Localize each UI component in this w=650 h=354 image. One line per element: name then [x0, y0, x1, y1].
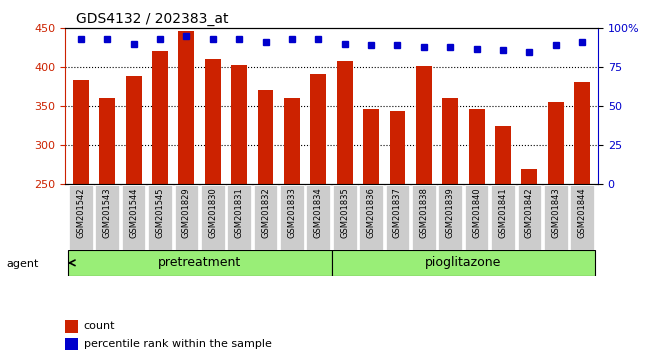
Bar — [574, 82, 590, 184]
Bar — [205, 59, 221, 184]
Bar — [125, 76, 142, 184]
Text: GSM201542: GSM201542 — [76, 187, 85, 238]
Bar — [548, 102, 564, 184]
Bar — [179, 31, 194, 184]
Text: GSM201545: GSM201545 — [155, 187, 164, 238]
Bar — [389, 111, 406, 184]
FancyBboxPatch shape — [491, 185, 515, 250]
FancyBboxPatch shape — [570, 185, 594, 250]
FancyBboxPatch shape — [333, 185, 357, 250]
Text: GSM201835: GSM201835 — [340, 187, 349, 238]
FancyBboxPatch shape — [227, 185, 251, 250]
FancyBboxPatch shape — [68, 250, 332, 276]
Text: GSM201842: GSM201842 — [525, 187, 534, 238]
Bar — [152, 51, 168, 184]
Text: GSM201836: GSM201836 — [367, 187, 376, 238]
Text: GSM201840: GSM201840 — [472, 187, 481, 238]
FancyBboxPatch shape — [385, 185, 410, 250]
Text: GSM201844: GSM201844 — [578, 187, 587, 238]
FancyBboxPatch shape — [332, 250, 595, 276]
Text: GSM201829: GSM201829 — [182, 187, 191, 238]
Text: GSM201837: GSM201837 — [393, 187, 402, 238]
Text: GSM201841: GSM201841 — [499, 187, 508, 238]
FancyBboxPatch shape — [412, 185, 436, 250]
Text: GSM201839: GSM201839 — [446, 187, 455, 238]
Bar — [65, 338, 79, 350]
Bar — [442, 98, 458, 184]
Bar — [521, 169, 538, 184]
Bar — [284, 98, 300, 184]
FancyBboxPatch shape — [174, 185, 198, 250]
Text: GDS4132 / 202383_at: GDS4132 / 202383_at — [75, 12, 228, 26]
Text: count: count — [84, 321, 115, 331]
Bar — [99, 98, 115, 184]
FancyBboxPatch shape — [438, 185, 462, 250]
Bar — [73, 80, 89, 184]
FancyBboxPatch shape — [96, 185, 119, 250]
Text: GSM201830: GSM201830 — [208, 187, 217, 238]
FancyBboxPatch shape — [148, 185, 172, 250]
Text: GSM201834: GSM201834 — [314, 187, 323, 238]
FancyBboxPatch shape — [69, 185, 93, 250]
Bar — [495, 126, 511, 184]
Text: percentile rank within the sample: percentile rank within the sample — [84, 339, 272, 349]
Text: pioglitazone: pioglitazone — [425, 256, 502, 269]
Bar — [231, 65, 247, 184]
FancyBboxPatch shape — [359, 185, 383, 250]
Text: pretreatment: pretreatment — [158, 256, 241, 269]
FancyBboxPatch shape — [201, 185, 225, 250]
FancyBboxPatch shape — [280, 185, 304, 250]
Text: agent: agent — [6, 259, 39, 269]
FancyBboxPatch shape — [465, 185, 489, 250]
Text: GSM201843: GSM201843 — [551, 187, 560, 238]
Bar — [311, 74, 326, 184]
Text: GSM201838: GSM201838 — [419, 187, 428, 238]
Bar — [337, 61, 352, 184]
FancyBboxPatch shape — [254, 185, 278, 250]
Text: GSM201544: GSM201544 — [129, 187, 138, 238]
Text: GSM201833: GSM201833 — [287, 187, 296, 238]
Bar — [65, 320, 79, 333]
FancyBboxPatch shape — [122, 185, 146, 250]
Text: GSM201831: GSM201831 — [235, 187, 244, 238]
Bar — [416, 66, 432, 184]
Bar — [257, 90, 274, 184]
Text: GSM201543: GSM201543 — [103, 187, 112, 238]
FancyBboxPatch shape — [306, 185, 330, 250]
FancyBboxPatch shape — [517, 185, 541, 250]
Bar — [469, 109, 484, 184]
Bar — [363, 109, 379, 184]
FancyBboxPatch shape — [544, 185, 567, 250]
Text: GSM201832: GSM201832 — [261, 187, 270, 238]
